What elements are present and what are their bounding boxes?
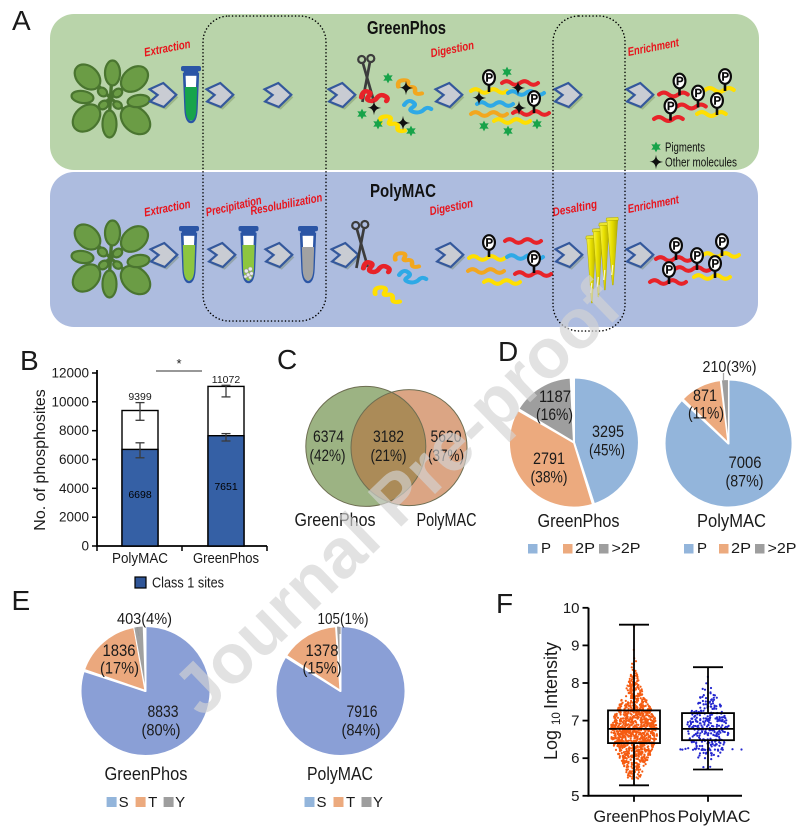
svg-text:No. of phosphosites: No. of phosphosites [32, 389, 49, 530]
svg-text:Other molecules: Other molecules [665, 156, 737, 170]
svg-text:GreenPhos: GreenPhos [105, 763, 188, 784]
svg-text:(16%): (16%) [536, 406, 573, 424]
svg-text:6: 6 [571, 750, 579, 767]
svg-text:Y: Y [373, 794, 383, 811]
svg-text:GreenPhos: GreenPhos [193, 551, 259, 567]
svg-text:(11%): (11%) [688, 405, 724, 423]
svg-text:(80%): (80%) [142, 722, 181, 740]
svg-text:P: P [541, 540, 551, 557]
svg-text:>2P: >2P [768, 540, 797, 557]
svg-text:GreenPhos: GreenPhos [594, 807, 676, 826]
svg-text:PolyMAC: PolyMAC [112, 551, 168, 567]
svg-text:9: 9 [571, 637, 579, 654]
svg-text:D: D [498, 336, 518, 367]
svg-text:403(4%): 403(4%) [117, 611, 172, 628]
svg-text:(45%): (45%) [589, 442, 625, 460]
svg-text:1836: 1836 [103, 642, 136, 660]
svg-text:10000: 10000 [51, 394, 89, 409]
svg-text:(17%): (17%) [100, 660, 139, 678]
svg-text:Class 1 sites: Class 1 sites [152, 576, 224, 592]
svg-text:PolyMAC: PolyMAC [370, 181, 436, 201]
svg-text:E: E [12, 585, 31, 616]
svg-text:P: P [697, 540, 707, 557]
svg-text:*: * [176, 356, 181, 371]
svg-text:>2P: >2P [612, 540, 641, 557]
svg-text:T: T [148, 794, 157, 811]
svg-text:210(3%): 210(3%) [703, 359, 757, 376]
svg-text:5: 5 [571, 788, 579, 805]
svg-text:2791: 2791 [533, 450, 565, 468]
svg-text:A: A [12, 5, 31, 36]
svg-text:105(1%): 105(1%) [318, 611, 369, 628]
svg-text:Pigments: Pigments [665, 141, 705, 155]
svg-text:PolyMAC: PolyMAC [678, 807, 751, 826]
svg-text:7006: 7006 [729, 454, 762, 472]
svg-text:PolyMAC: PolyMAC [417, 509, 477, 530]
svg-text:9399: 9399 [128, 391, 152, 403]
svg-text:871: 871 [693, 387, 717, 405]
svg-text:7916: 7916 [347, 703, 378, 721]
svg-text:(42%): (42%) [310, 446, 346, 465]
svg-text:2P: 2P [575, 540, 595, 557]
svg-text:GreenPhos: GreenPhos [367, 18, 446, 38]
svg-text:F: F [496, 588, 513, 619]
svg-text:S: S [317, 794, 327, 811]
svg-text:7651: 7651 [214, 481, 238, 493]
svg-text:5620: 5620 [431, 427, 462, 446]
svg-text:0: 0 [81, 539, 89, 554]
svg-text:7: 7 [571, 713, 579, 730]
svg-text:Log 10 Intensity: Log 10 Intensity [541, 642, 563, 760]
svg-text:4000: 4000 [59, 481, 89, 496]
svg-text:6374: 6374 [313, 427, 344, 446]
svg-text:Y: Y [175, 794, 185, 811]
svg-text:(38%): (38%) [531, 469, 568, 487]
svg-text:3182: 3182 [373, 427, 404, 446]
svg-text:GreenPhos: GreenPhos [538, 510, 620, 531]
svg-text:S: S [119, 794, 129, 811]
svg-text:1187: 1187 [539, 388, 571, 406]
svg-text:C: C [277, 344, 297, 375]
svg-text:(84%): (84%) [342, 722, 381, 740]
svg-text:1378: 1378 [306, 642, 339, 660]
svg-text:8: 8 [571, 675, 579, 692]
svg-text:(37%): (37%) [428, 446, 464, 465]
svg-text:GreenPhos: GreenPhos [295, 509, 376, 530]
svg-text:(87%): (87%) [726, 473, 764, 491]
svg-text:11072: 11072 [212, 374, 241, 386]
svg-text:10: 10 [563, 600, 580, 617]
svg-text:(21%): (21%) [371, 446, 407, 465]
svg-text:3295: 3295 [592, 423, 624, 441]
svg-text:6698: 6698 [128, 489, 152, 501]
svg-text:8833: 8833 [148, 703, 179, 721]
svg-text:PolyMAC: PolyMAC [307, 763, 373, 784]
svg-text:8000: 8000 [59, 423, 89, 438]
svg-text:6000: 6000 [59, 452, 89, 467]
svg-text:2P: 2P [731, 540, 751, 557]
svg-text:2000: 2000 [59, 510, 89, 525]
svg-text:12000: 12000 [51, 366, 89, 381]
svg-text:T: T [346, 794, 355, 811]
svg-text:B: B [20, 345, 39, 376]
svg-text:PolyMAC: PolyMAC [697, 510, 766, 531]
svg-text:(15%): (15%) [303, 660, 342, 678]
